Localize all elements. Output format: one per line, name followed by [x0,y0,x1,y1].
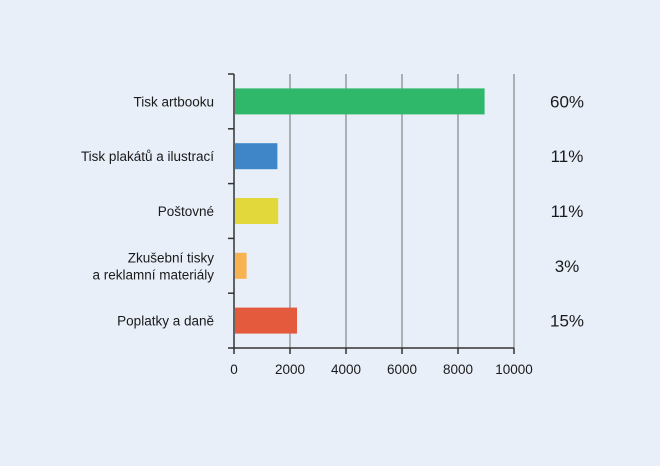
x-tick-label: 0 [230,362,238,377]
category-label: Tisk plakátů a ilustrací [81,149,214,164]
percent-label: 15% [550,312,584,331]
bar [235,88,485,115]
bar [235,307,297,334]
bar [235,252,247,279]
percent-label: 3% [555,257,580,276]
percent-label: 11% [551,202,584,221]
x-tick-label: 4000 [331,362,361,377]
x-tick-label: 6000 [387,362,417,377]
category-label-line: Zkušební tisky [128,250,215,265]
category-label: Poplatky a daně [117,314,214,329]
bar [235,198,279,224]
x-tick-label: 10000 [495,362,533,377]
category-label-line: Tisk artbooku [133,94,214,109]
percent-label: 60% [550,92,584,111]
category-label: Poštovné [158,204,214,219]
bar [235,143,278,170]
category-label-line: Poštovné [158,204,214,219]
category-label: Tisk artbooku [133,94,214,109]
x-tick-label: 2000 [275,362,305,377]
category-label-line: Tisk plakátů a ilustrací [81,149,214,164]
category-label-line: Poplatky a daně [117,314,214,329]
x-tick-label: 8000 [443,362,473,377]
category-label-line: a reklamní materiály [92,267,214,282]
category-label: Zkušební tisky a reklamní materiály [92,250,214,282]
percent-label: 11% [551,147,584,166]
